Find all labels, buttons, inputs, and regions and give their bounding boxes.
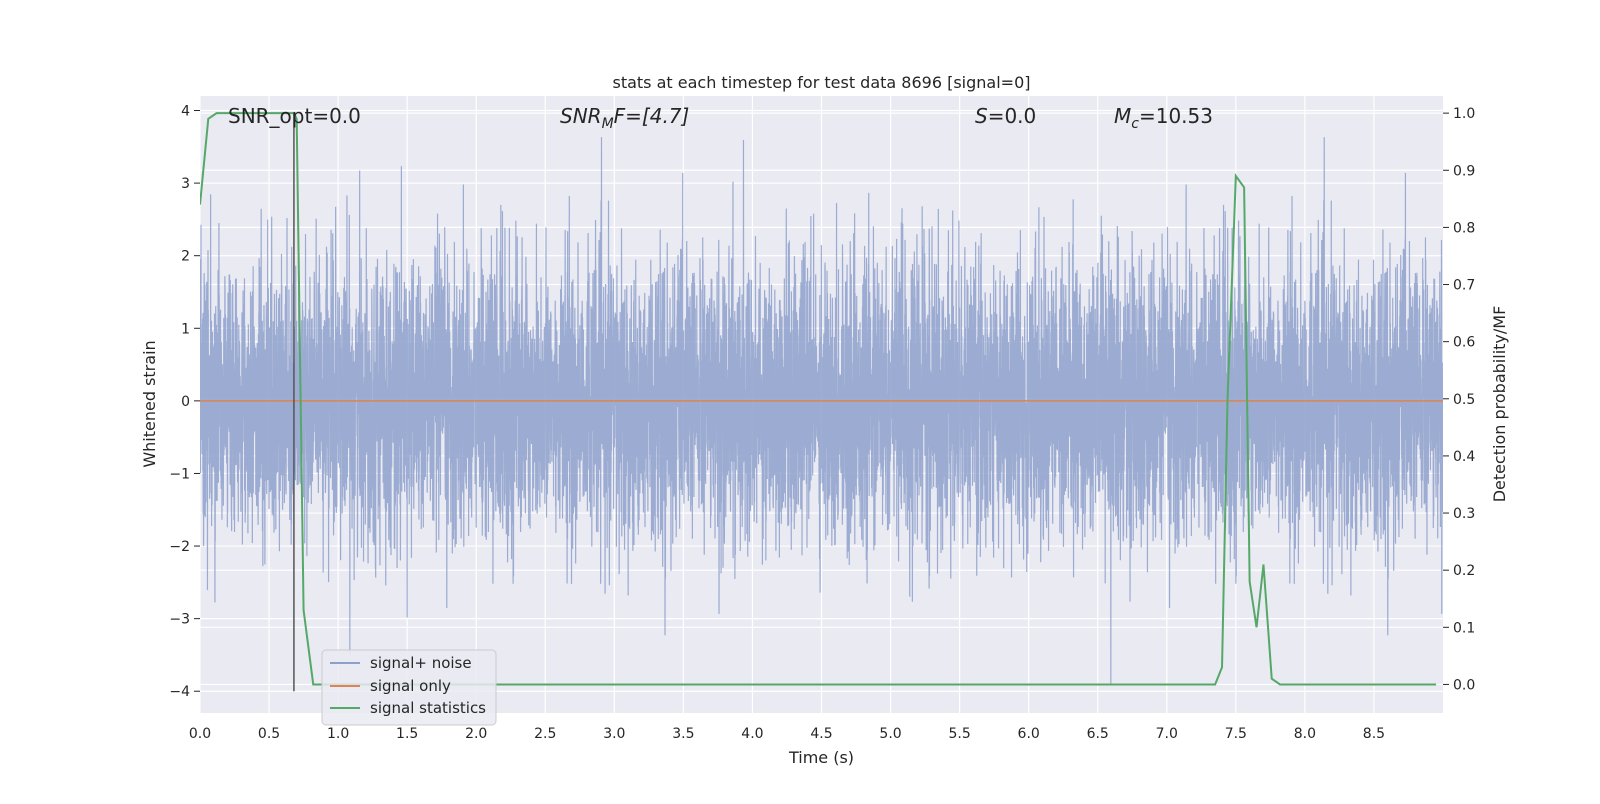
x-tick-label: 7.5: [1225, 726, 1247, 742]
annotation-mc-sub: c: [1131, 116, 1139, 132]
x-tick-label: 4.5: [810, 726, 832, 742]
x-tick-label: 7.0: [1156, 726, 1178, 742]
legend-box: [321, 649, 497, 726]
x-tick-label: 6.5: [1087, 726, 1109, 742]
x-axis-label: Time (s): [788, 748, 854, 767]
y2-axis-label: Detection probability/MF: [1490, 306, 1509, 503]
y2-tick-label: 0.9: [1453, 163, 1475, 179]
y2-tick-label: 1.0: [1453, 106, 1475, 122]
y2-tick-label: 0.2: [1453, 563, 1475, 579]
x-axis-ticks: 0.0 0.5 1.0 1.5 2.0 2.5 3.0 3.5 4.0 4.5 5.0 5.5 6.0 6…: [189, 726, 1385, 742]
chart-title: stats at each timestep for test data 869…: [612, 73, 1030, 92]
y2-tick-label: 0.5: [1453, 392, 1475, 408]
y-tick-label: −1: [169, 466, 190, 482]
legend: signal+ noise signal only signal statist…: [321, 649, 497, 726]
annotation-snr-mf-main: SNR: [560, 104, 602, 128]
y-axis-ticks: 4 3 2 1 0 −1 −2 −3 −4: [169, 104, 200, 700]
x-tick-label: 3.0: [603, 726, 625, 742]
y-tick-label: 2: [181, 249, 190, 265]
series-signal-noise: [200, 137, 1443, 684]
x-tick-label: 1.5: [396, 726, 418, 742]
y2-tick-label: 0.1: [1453, 620, 1475, 636]
y-tick-label: −4: [169, 684, 190, 700]
y-tick-label: −2: [169, 539, 190, 555]
x-tick-label: 2.0: [465, 726, 487, 742]
x-tick-label: 5.5: [948, 726, 970, 742]
y-axis-label: Whitened strain: [140, 340, 159, 467]
x-tick-label: 5.0: [879, 726, 901, 742]
x-tick-label: 1.0: [327, 726, 349, 742]
series-signal-statistics: [200, 112, 1437, 686]
y2-axis-ticks: 1.0 0.9 0.8 0.7 0.6 0.5 0.4 0.3 0.2 0.1 0.0: [1443, 106, 1475, 693]
y-tick-label: 1: [181, 321, 190, 337]
legend-label-signal-noise: signal+ noise: [370, 654, 472, 672]
x-tick-label: 8.0: [1294, 726, 1316, 742]
annotation-snr-opt: SNR_opt=0.0: [228, 104, 361, 128]
x-tick-label: 3.5: [672, 726, 694, 742]
annotation-snr-mf: SNRMF=[4.7]: [560, 104, 689, 132]
plot-content: [200, 112, 1443, 692]
x-tick-label: 4.0: [741, 726, 763, 742]
legend-label-signal-statistics: signal statistics: [370, 699, 486, 717]
x-tick-label: 2.5: [534, 726, 556, 742]
y2-tick-label: 0.6: [1453, 335, 1475, 351]
annotation-s-rest: =0.0: [988, 104, 1037, 128]
annotation-snr-mf-sub: M: [602, 116, 614, 132]
x-tick-label: 0.5: [258, 726, 280, 742]
y2-tick-label: 0.8: [1453, 220, 1475, 236]
y-tick-label: −3: [169, 612, 190, 628]
y2-tick-label: 0.7: [1453, 278, 1475, 294]
x-tick-label: 0.0: [189, 726, 211, 742]
y2-tick-label: 0.3: [1453, 506, 1475, 522]
annotation-mc-rest: =10.53: [1139, 104, 1213, 128]
annotation-s-main: S: [975, 104, 988, 128]
y2-tick-label: 0.4: [1453, 449, 1475, 465]
annotation-mc: Mc=10.53: [1114, 104, 1213, 132]
annotation-s: S=0.0: [975, 104, 1036, 128]
y2-tick-label: 0.0: [1453, 677, 1475, 693]
annotation-mc-main: M: [1114, 104, 1131, 128]
y-tick-label: 3: [181, 176, 190, 192]
y-tick-label: 4: [181, 104, 190, 120]
x-tick-label: 6.0: [1018, 726, 1040, 742]
annotation-snr-mf-rest: F=[4.7]: [614, 104, 690, 128]
x-tick-label: 8.5: [1363, 726, 1385, 742]
legend-label-signal-only: signal only: [370, 677, 451, 695]
y-tick-label: 0: [181, 394, 190, 410]
